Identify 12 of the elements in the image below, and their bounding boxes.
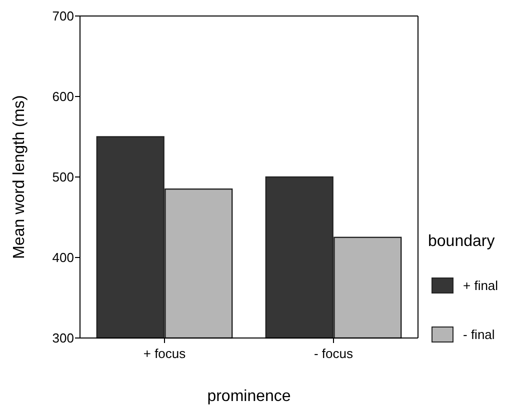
- y-tick-label: 300: [52, 330, 74, 346]
- legend-label: + final: [463, 278, 498, 293]
- x-axis-title: prominence: [207, 388, 291, 405]
- legend-label: - final: [463, 327, 495, 342]
- y-tick-label: 700: [52, 8, 74, 24]
- y-axis-title: Mean word length (ms): [11, 95, 28, 259]
- legend-title: boundary: [428, 233, 495, 250]
- y-tick-label: 400: [52, 250, 74, 266]
- x-tick-label: - focus: [314, 346, 354, 361]
- y-tick-label: 600: [52, 89, 74, 104]
- x-tick-label: + focus: [143, 346, 186, 361]
- y-tick-label: 500: [52, 170, 74, 185]
